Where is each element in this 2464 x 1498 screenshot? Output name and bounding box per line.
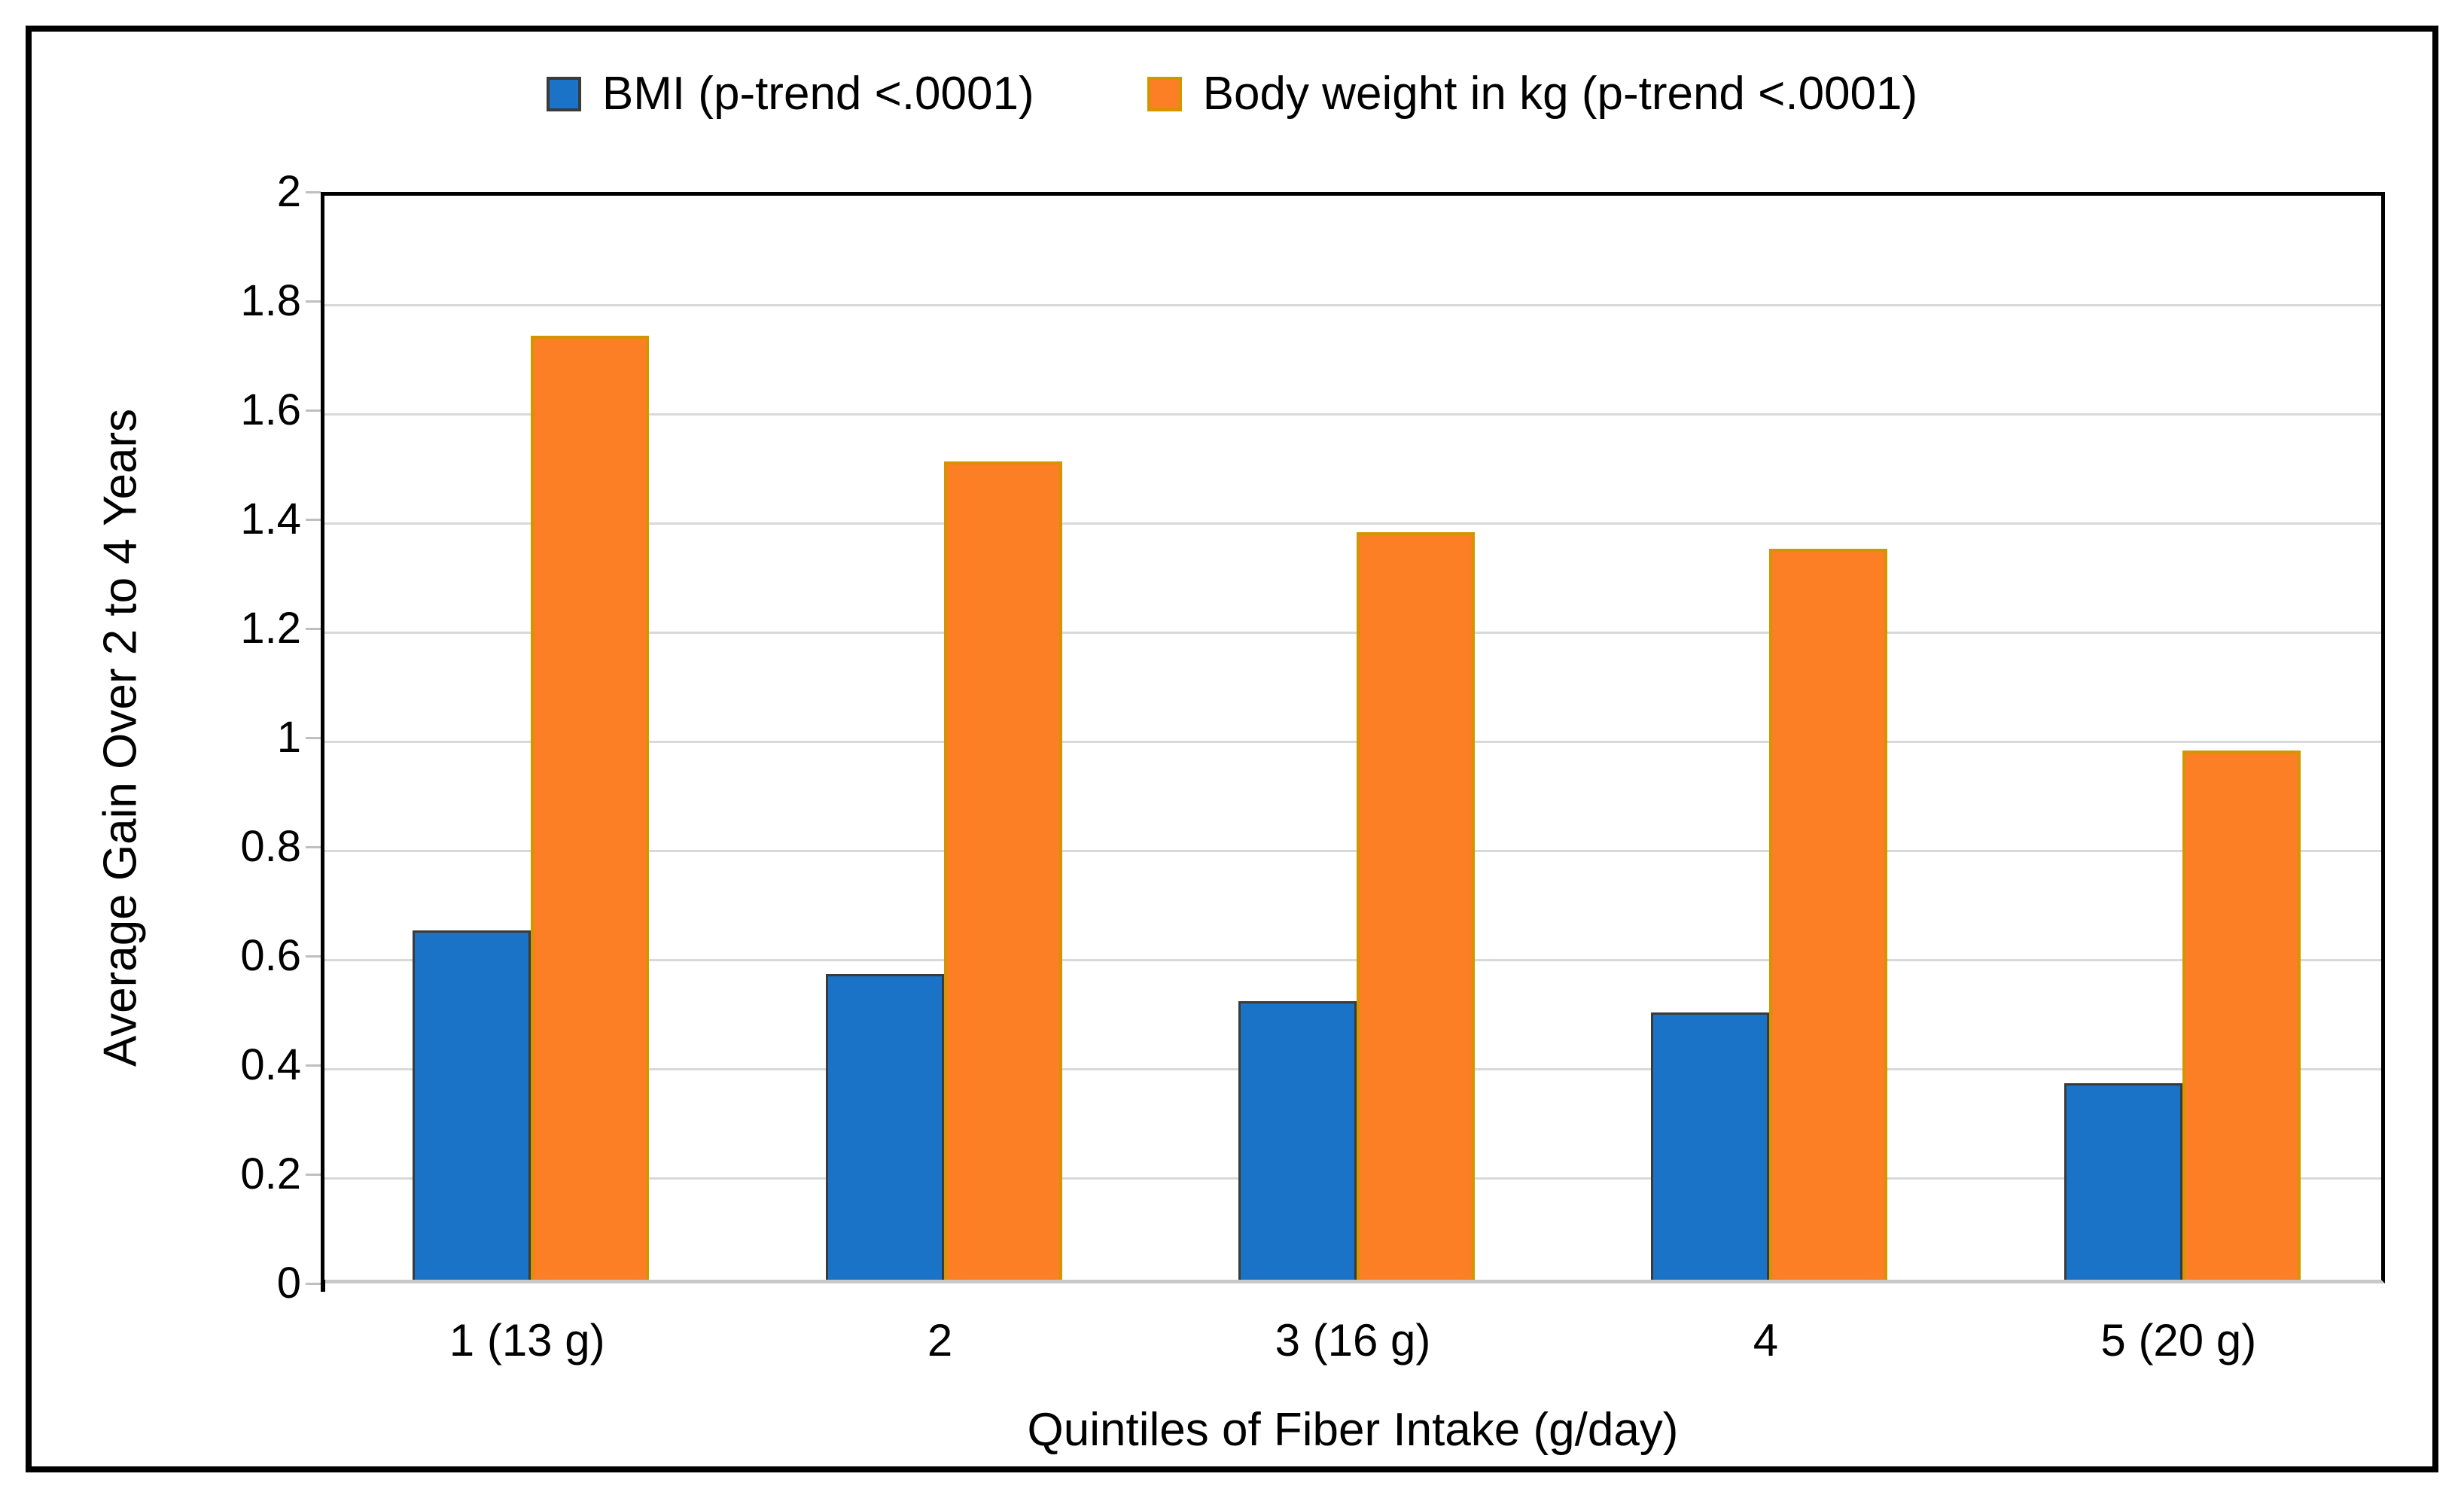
gridline-1.4 xyxy=(324,522,2381,525)
y-tick-label-2: 2 xyxy=(276,167,301,216)
bar-weight-q5 xyxy=(2182,750,2301,1280)
legend-swatch-weight-icon xyxy=(1147,77,1182,111)
y-tick-mark xyxy=(306,300,321,303)
y-tick-mark xyxy=(306,191,321,193)
y-tick-label-1.2: 1.2 xyxy=(240,604,301,653)
y-tick-mark xyxy=(306,1283,321,1285)
gridline-1.2 xyxy=(324,632,2381,634)
bar-weight-q1 xyxy=(531,335,650,1280)
y-tick-mark xyxy=(306,628,321,630)
bar-bmi-q3 xyxy=(1238,1001,1357,1280)
y-tick-label-0.4: 0.4 xyxy=(240,1040,301,1089)
y-tick-mark xyxy=(306,519,321,521)
y-tick-mark xyxy=(306,737,321,739)
y-tick-label-0.6: 0.6 xyxy=(240,931,301,980)
bar-weight-q3 xyxy=(1357,531,1475,1280)
x-tick-label-q2: 2 xyxy=(927,1315,953,1366)
y-tick-mark xyxy=(306,846,321,848)
y-tick-label-0.2: 0.2 xyxy=(240,1149,301,1198)
y-tick-label-1.8: 1.8 xyxy=(240,276,301,325)
legend-label-bmi: BMI (p-trend <.0001) xyxy=(602,68,1034,120)
legend: BMI (p-trend <.0001) Body weight in kg (… xyxy=(32,71,2432,117)
legend-label-weight: Body weight in kg (p-trend <.0001) xyxy=(1202,68,1918,120)
legend-item-bmi: BMI (p-trend <.0001) xyxy=(546,68,1034,120)
y-axis-stub xyxy=(321,1280,325,1292)
bar-weight-q2 xyxy=(943,461,1062,1280)
gridline-1.6 xyxy=(324,413,2381,416)
x-tick-label-q3: 3 (16 g) xyxy=(1275,1315,1431,1366)
y-tick-label-0.8: 0.8 xyxy=(240,822,301,871)
plot-area xyxy=(321,192,2385,1283)
bar-weight-q4 xyxy=(1769,548,1888,1280)
x-axis-title: Quintiles of Fiber Intake (g/day) xyxy=(1027,1404,1679,1456)
bar-bmi-q5 xyxy=(2063,1083,2182,1280)
gridline-1.8 xyxy=(324,304,2381,306)
bar-bmi-q4 xyxy=(1651,1012,1770,1280)
y-tick-mark xyxy=(306,1174,321,1176)
y-tick-label-0: 0 xyxy=(276,1259,301,1308)
chart-frame: BMI (p-trend <.0001) Body weight in kg (… xyxy=(26,26,2438,1472)
gridline-0.6 xyxy=(324,959,2381,961)
y-tick-mark xyxy=(306,410,321,412)
y-tick-label-1.4: 1.4 xyxy=(240,495,301,543)
legend-swatch-bmi-icon xyxy=(546,77,581,111)
x-tick-label-q5: 5 (20 g) xyxy=(2100,1315,2257,1366)
y-tick-mark xyxy=(306,955,321,958)
y-tick-mark xyxy=(306,1064,321,1067)
bar-bmi-q2 xyxy=(825,974,944,1280)
bar-bmi-q1 xyxy=(413,930,531,1280)
y-tick-label-1.6: 1.6 xyxy=(240,385,301,434)
x-tick-label-q4: 4 xyxy=(1753,1315,1779,1366)
gridline-0.8 xyxy=(324,850,2381,852)
x-tick-label-q1: 1 (13 g) xyxy=(449,1315,605,1366)
legend-item-weight: Body weight in kg (p-trend <.0001) xyxy=(1147,68,1918,120)
gridline-1 xyxy=(324,741,2381,743)
y-tick-label-1: 1 xyxy=(276,713,301,762)
